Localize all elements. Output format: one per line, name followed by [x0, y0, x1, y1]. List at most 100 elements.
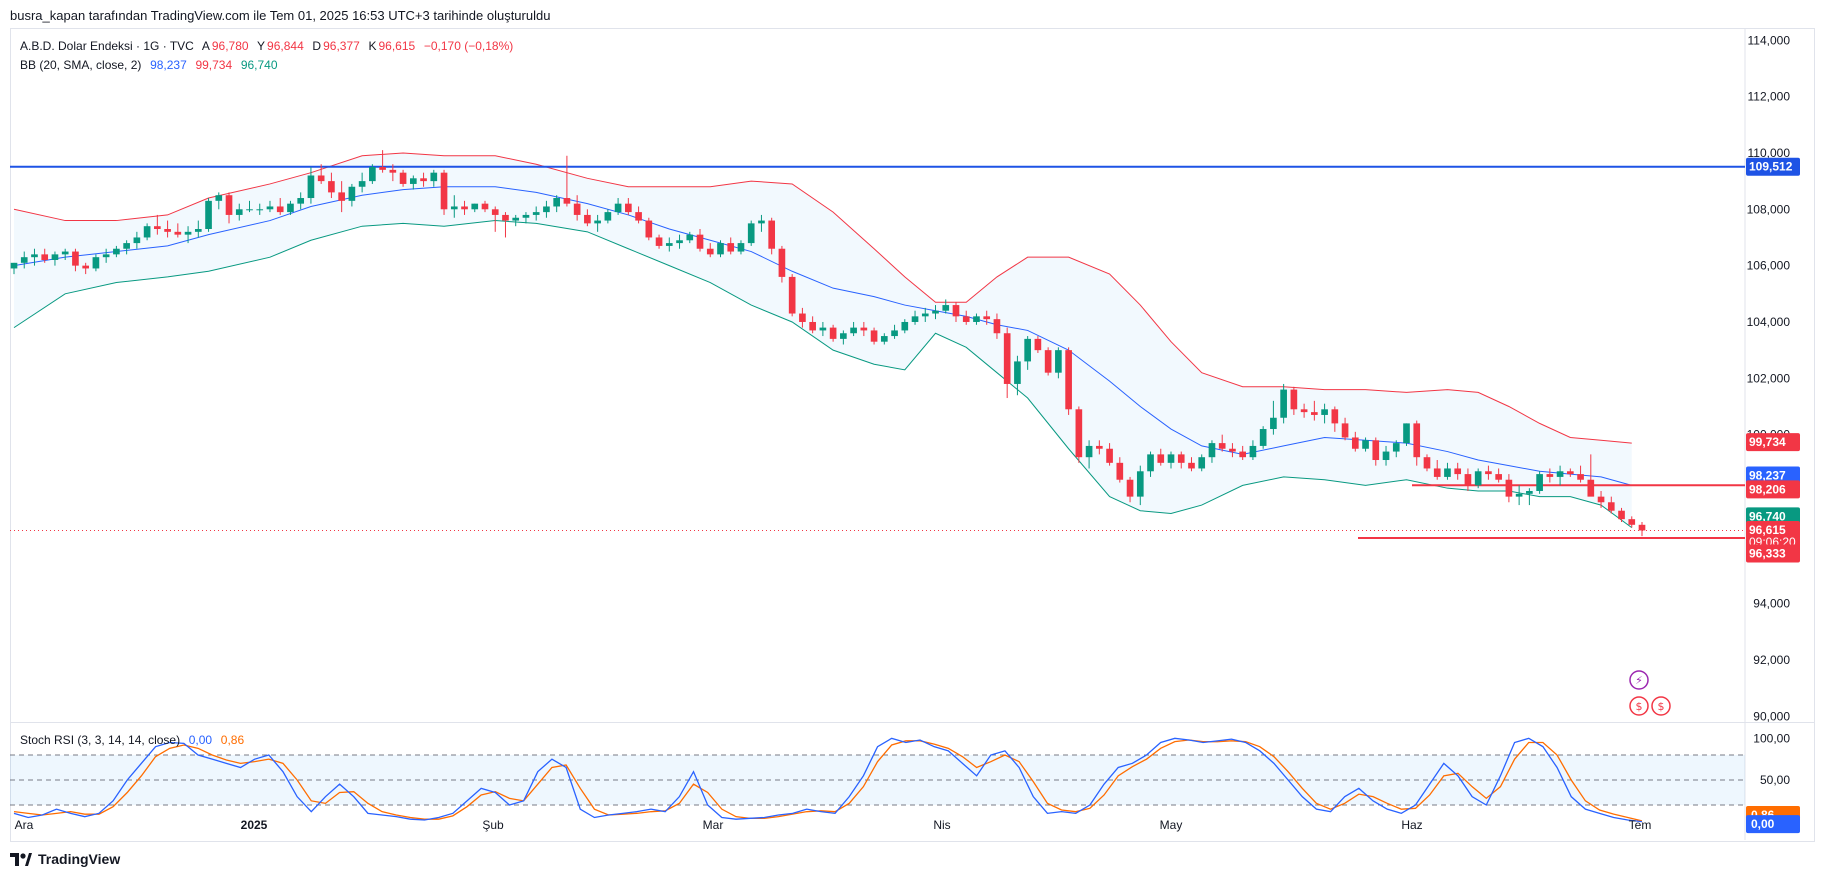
- price-label: 99,734: [1749, 435, 1786, 449]
- candle-body: [41, 254, 49, 260]
- candle: [92, 254, 100, 272]
- candle: [1198, 454, 1206, 472]
- candle: [1249, 440, 1257, 461]
- candle-body: [1485, 471, 1492, 475]
- candle-body: [809, 321, 816, 331]
- candle: [1044, 347, 1052, 376]
- candle-body: [1311, 412, 1318, 415]
- candle-body: [154, 226, 161, 230]
- candle-body: [1638, 524, 1646, 531]
- candle: [584, 209, 591, 227]
- low-label: D: [312, 39, 322, 53]
- candle: [31, 248, 38, 266]
- candle: [287, 200, 294, 215]
- candle-body: [164, 229, 171, 232]
- candle-body: [983, 316, 991, 320]
- candle: [1065, 347, 1072, 415]
- candle: [1392, 440, 1400, 458]
- candle: [1270, 400, 1277, 435]
- candle: [1229, 443, 1236, 458]
- candle-body: [328, 181, 335, 193]
- bb-fill: [14, 152, 1632, 528]
- candle: [921, 307, 929, 322]
- candle-body: [532, 212, 540, 215]
- candle-body: [921, 313, 929, 317]
- price-tick-label: 112,000: [1748, 90, 1791, 104]
- candle-body: [737, 243, 745, 252]
- candle-body: [440, 172, 448, 210]
- candle: [1085, 440, 1093, 469]
- price-tick-label: 92,000: [1753, 653, 1790, 667]
- level-label-109: 109,512: [1749, 160, 1793, 174]
- candle-body: [1270, 417, 1277, 430]
- candle: [1096, 440, 1103, 455]
- candle: [246, 200, 253, 213]
- price-label-bg: [1746, 507, 1800, 526]
- candle-body: [860, 327, 868, 331]
- candle-body: [1495, 474, 1502, 480]
- candle-body: [1321, 409, 1328, 415]
- candle-body: [758, 220, 765, 224]
- candle: [696, 229, 704, 252]
- candle-body: [717, 243, 724, 255]
- candle: [799, 307, 806, 328]
- candle: [942, 299, 950, 314]
- candle-body: [635, 212, 642, 221]
- candle-body: [1536, 474, 1543, 491]
- candle-body: [676, 240, 683, 244]
- candle-body: [973, 316, 980, 322]
- time-tick-label: Ara: [15, 818, 34, 832]
- candle: [655, 234, 663, 249]
- candle-body: [205, 200, 212, 230]
- bb-legend: BB (20, SMA, close, 2) 98,237 99,734 96,…: [20, 58, 280, 72]
- price-tick-label: 102,000: [1747, 371, 1791, 385]
- candle: [317, 164, 325, 184]
- candle-body: [512, 217, 520, 221]
- price-tick-label: 110,000: [1748, 146, 1791, 160]
- candle-body: [1444, 468, 1451, 477]
- symbol-legend: A.B.D. Dolar Endeksi · 1G · TVC A 96,780 …: [20, 39, 515, 53]
- candle: [1188, 457, 1195, 472]
- candle: [307, 167, 315, 204]
- candle: [604, 209, 612, 224]
- candle: [1382, 445, 1390, 466]
- candle: [440, 169, 448, 215]
- candle: [338, 181, 345, 213]
- candle: [1403, 423, 1410, 446]
- candle-body: [788, 276, 796, 314]
- bb-mid-value: 98,237: [150, 58, 187, 72]
- candle: [328, 172, 335, 199]
- candle: [1495, 468, 1502, 483]
- candle: [553, 195, 560, 213]
- change-value: −0,170 (−0,18%): [423, 39, 514, 53]
- candle: [174, 223, 182, 238]
- candle: [194, 220, 202, 238]
- candle: [993, 313, 1001, 339]
- candle-body: [799, 313, 806, 322]
- candle: [1505, 474, 1513, 503]
- candle-body: [778, 248, 786, 277]
- candle-body: [850, 327, 857, 334]
- candle-body: [665, 243, 673, 246]
- candle: [1136, 465, 1144, 506]
- candle: [1413, 420, 1421, 466]
- level-label-98-bg: [1746, 480, 1800, 499]
- candle: [594, 214, 601, 232]
- candle: [1116, 457, 1124, 483]
- candle: [1167, 451, 1175, 469]
- tradingview-logo[interactable]: TradingView: [10, 851, 120, 867]
- candle-body: [1526, 491, 1533, 494]
- candle: [1034, 336, 1042, 353]
- candle: [737, 240, 745, 255]
- candle-body: [604, 212, 612, 221]
- candle: [154, 214, 161, 235]
- candle-body: [113, 248, 120, 255]
- candle: [1290, 386, 1298, 415]
- candle: [788, 274, 796, 317]
- candle-body: [706, 248, 714, 255]
- bb-lower-value: 96,740: [240, 58, 278, 72]
- candle-body: [256, 209, 264, 211]
- candle-body: [891, 330, 898, 337]
- price-tick-label: 94,000: [1753, 597, 1790, 611]
